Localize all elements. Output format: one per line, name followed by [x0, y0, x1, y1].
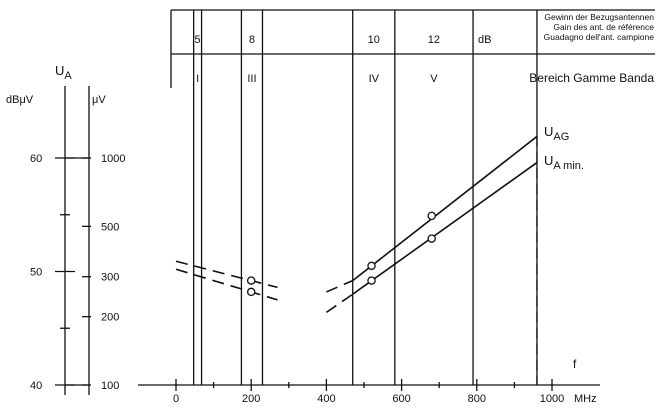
x-variable-label: f — [573, 357, 577, 371]
range-label: Bereich Gamme Banda — [529, 71, 654, 85]
series-marker — [427, 234, 436, 243]
x-tick-label: 400 — [317, 393, 335, 405]
x-tick-label: 600 — [392, 393, 410, 405]
series-segment — [352, 135, 538, 282]
uv-tick-label: 100 — [101, 380, 119, 392]
gain-header-line: Guadagno dell'ant. campione — [544, 32, 655, 42]
uv-tick-label: 300 — [101, 272, 119, 284]
gain-value: 12 — [428, 34, 440, 46]
series-marker — [246, 276, 256, 285]
series-marker — [367, 276, 376, 285]
gain-value: 5 — [195, 34, 201, 46]
series-segment — [352, 161, 538, 295]
series-label-uag: UAG — [544, 124, 569, 143]
series-segment — [175, 260, 278, 289]
series-marker — [367, 261, 376, 271]
dbuv-tick-label: 50 — [30, 267, 42, 279]
uv-tick-label: 1000 — [101, 153, 125, 165]
x-tick-label: 0 — [173, 393, 179, 405]
x-tick-label: 200 — [242, 393, 260, 405]
series-segment — [326, 279, 354, 293]
band-name: IV — [369, 73, 380, 85]
x-tick-label: 1000 — [540, 393, 564, 405]
series-marker — [427, 211, 436, 221]
gain-header-line: Gain des ant. de référence — [553, 22, 654, 32]
gain-value: 8 — [249, 34, 255, 46]
x-tick-label: 800 — [468, 393, 486, 405]
x-axis-unit: MHz — [574, 393, 597, 405]
series-segment — [325, 293, 354, 314]
series-marker — [246, 287, 256, 297]
band-name: V — [430, 73, 438, 85]
uv-unit-label: μV — [92, 94, 106, 106]
gain-value: 10 — [368, 34, 380, 46]
band-name: III — [247, 73, 256, 85]
dbuv-tick-label: 40 — [30, 380, 42, 392]
gain-header-line: Gewinn der Bezugsantennen — [544, 12, 654, 22]
uv-tick-label: 200 — [101, 312, 119, 324]
gain-unit-label: dB — [478, 34, 491, 46]
dbuv-unit-label: dBμV — [6, 94, 34, 106]
left-axis-title: UA — [55, 63, 72, 82]
dbuv-tick-label: 60 — [30, 153, 42, 165]
series-label-uamin: UA min. — [544, 153, 584, 172]
uv-tick-label: 500 — [101, 221, 119, 233]
band-name: I — [196, 73, 199, 85]
